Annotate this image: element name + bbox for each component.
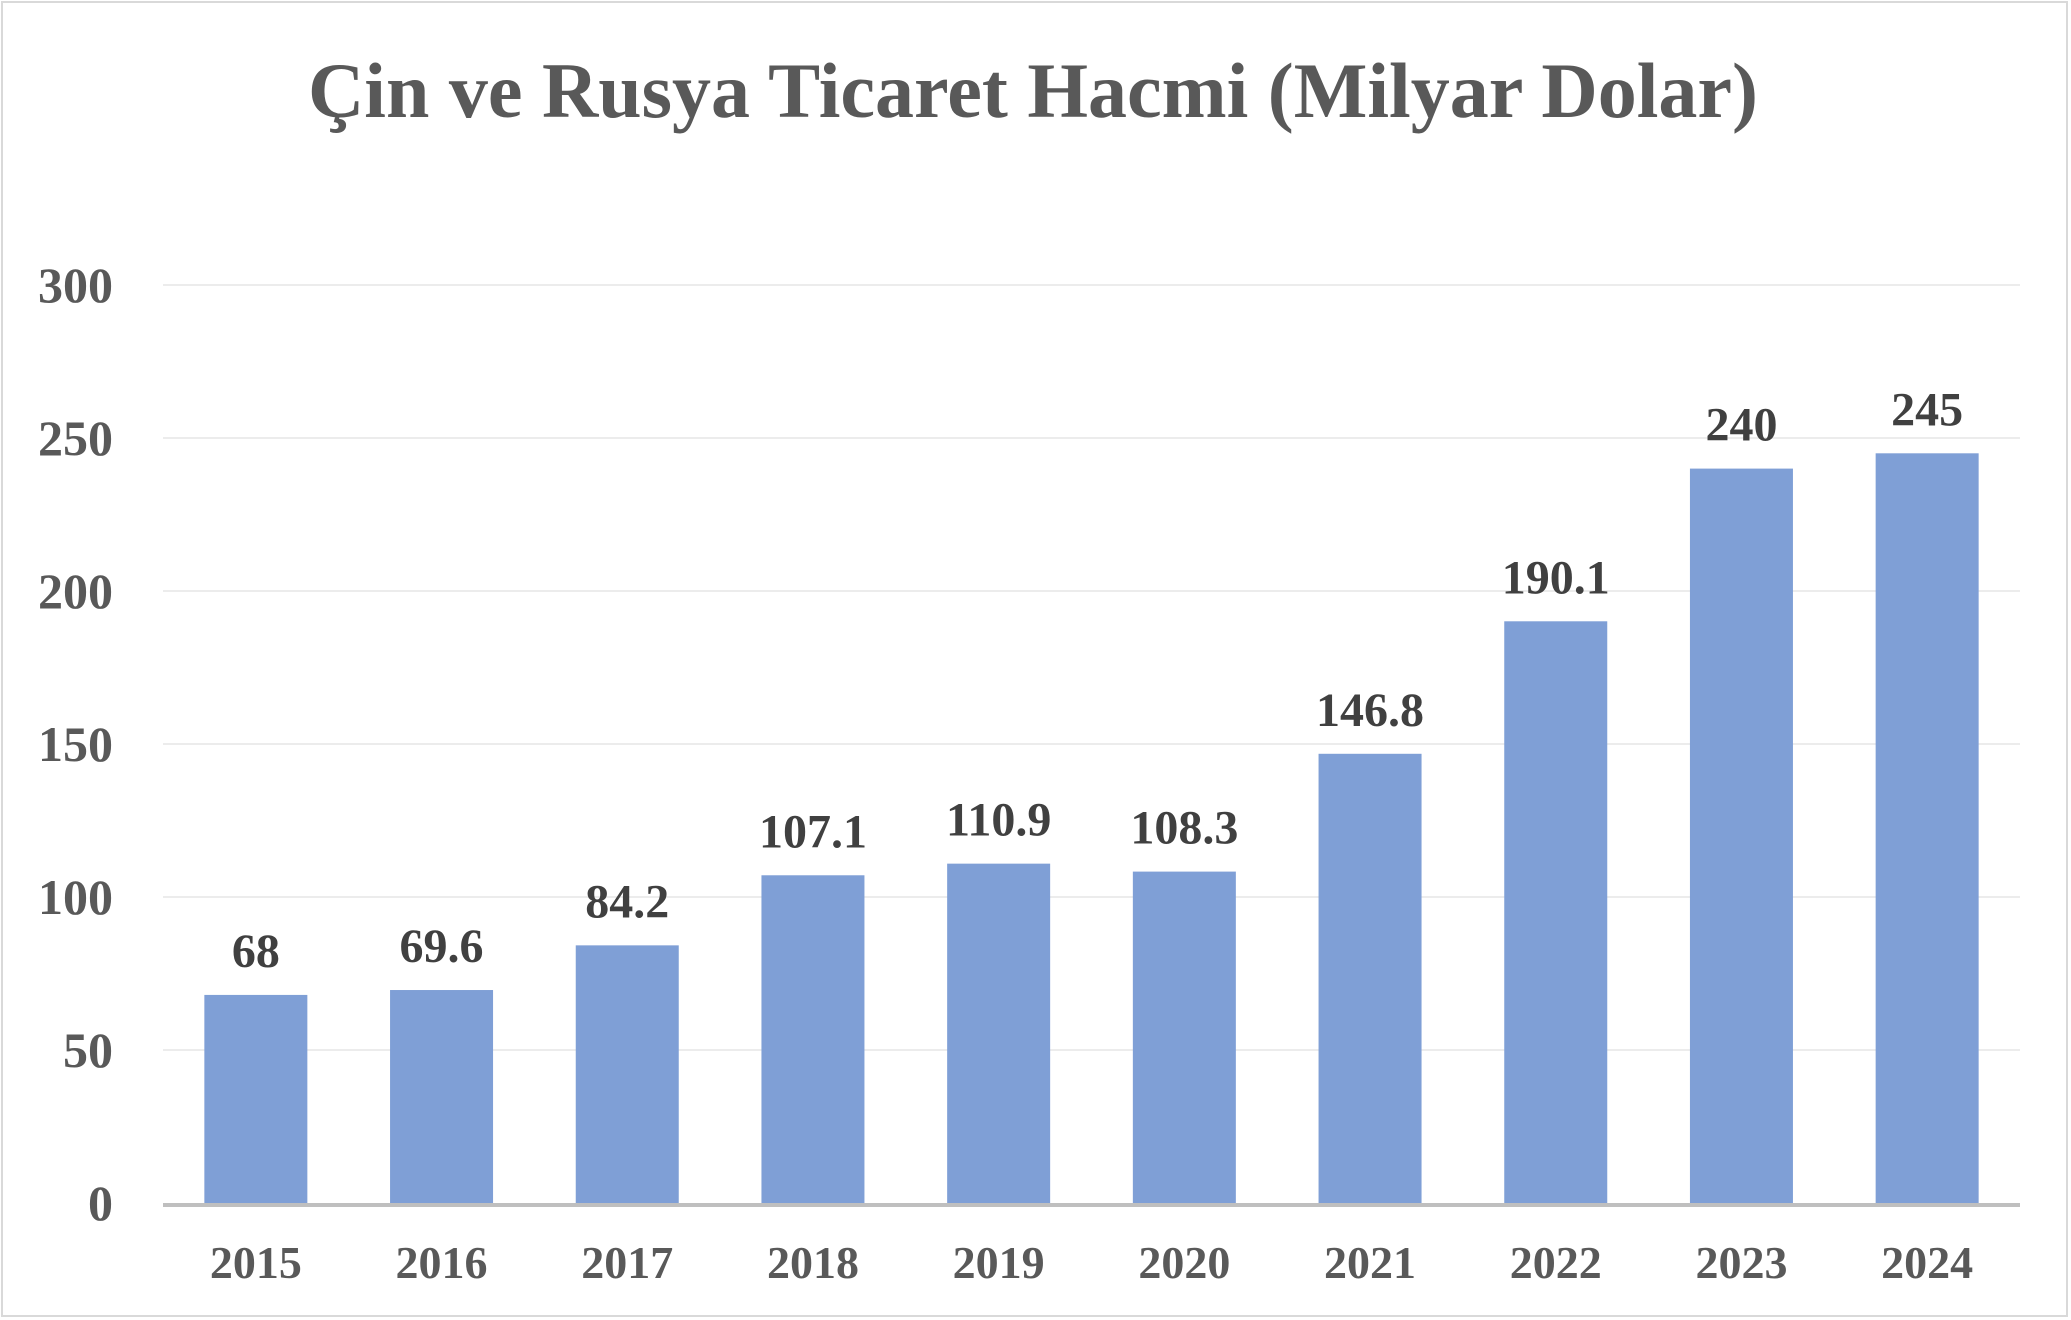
data-labels: 68 69.6 84.2 107.1 110.9 108.3 146.8 190.1 240 24… xyxy=(232,383,1963,978)
data-label: 68 xyxy=(232,925,280,978)
x-tick-label: 2018 xyxy=(767,1237,859,1288)
bar-2023 xyxy=(1689,468,1793,1204)
data-label: 69.6 xyxy=(400,920,484,973)
y-axis-ticks: 0 50 100 150 200 250 300 xyxy=(38,257,113,1231)
x-tick-label: 2020 xyxy=(1138,1237,1230,1288)
y-tick-label: 200 xyxy=(38,563,113,619)
x-tick-label: 2022 xyxy=(1510,1237,1602,1288)
bar-2020 xyxy=(1132,871,1236,1203)
data-label: 240 xyxy=(1705,399,1777,452)
y-tick-label: 300 xyxy=(38,257,113,313)
x-tick-label: 2015 xyxy=(210,1237,302,1288)
data-label: 84.2 xyxy=(585,875,669,928)
bar-2017 xyxy=(575,945,679,1203)
y-tick-label: 150 xyxy=(38,716,113,772)
x-tick-label: 2019 xyxy=(953,1237,1045,1288)
bar-2024 xyxy=(1875,453,1979,1203)
x-tick-label: 2016 xyxy=(396,1237,488,1288)
data-label: 108.3 xyxy=(1130,802,1238,855)
data-label: 190.1 xyxy=(1502,551,1610,604)
bar-2018 xyxy=(761,875,865,1203)
x-axis-ticks: 2015 2016 2017 2018 2019 2020 2021 2022 2023 2024 xyxy=(210,1237,1973,1288)
bars xyxy=(204,453,1979,1204)
chart-title: Çin ve Rusya Ticaret Hacmi (Milyar Dolar… xyxy=(307,47,1759,134)
y-tick-label: 50 xyxy=(63,1022,113,1078)
bar-2019 xyxy=(947,863,1051,1203)
bar-2016 xyxy=(390,990,494,1203)
x-tick-label: 2024 xyxy=(1881,1237,1973,1288)
bar-2021 xyxy=(1318,753,1422,1203)
data-label: 146.8 xyxy=(1316,684,1424,737)
bar-2015 xyxy=(204,994,308,1203)
data-label: 110.9 xyxy=(946,794,1051,847)
x-tick-label: 2023 xyxy=(1695,1237,1787,1288)
y-tick-label: 250 xyxy=(38,410,113,466)
y-tick-label: 100 xyxy=(38,869,113,925)
data-label: 245 xyxy=(1891,383,1963,436)
data-label: 107.1 xyxy=(759,805,867,858)
x-tick-label: 2021 xyxy=(1324,1237,1416,1288)
x-tick-label: 2017 xyxy=(581,1237,673,1288)
y-tick-label: 0 xyxy=(88,1175,113,1231)
bar-2022 xyxy=(1504,621,1608,1203)
